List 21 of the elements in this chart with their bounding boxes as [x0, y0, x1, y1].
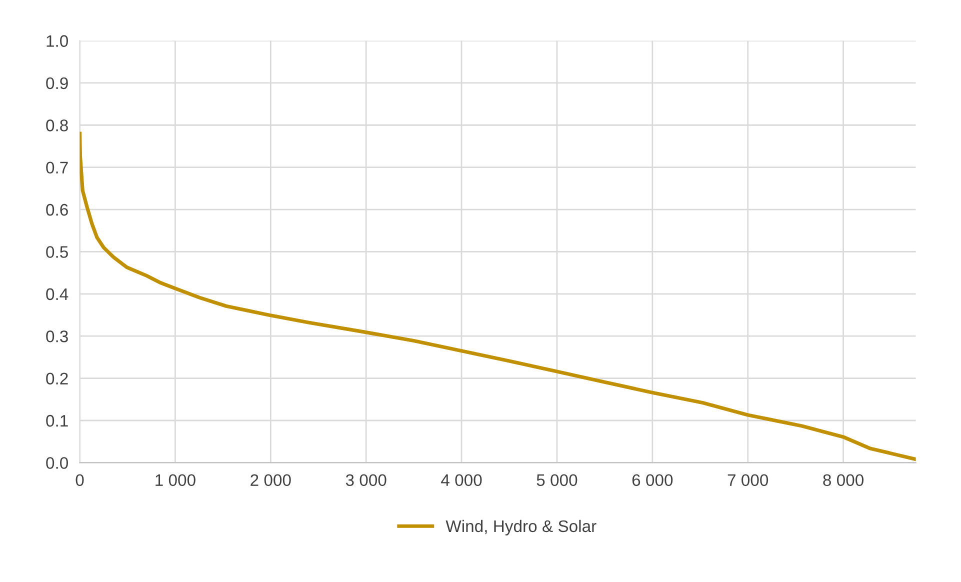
x-tick-label: 4 000 — [441, 474, 482, 486]
x-tick-label: 7 000 — [728, 474, 768, 486]
y-tick-label: 0.6 — [46, 204, 68, 216]
y-tick-label: 0.3 — [46, 330, 68, 342]
x-tick-label: 5 000 — [536, 474, 578, 486]
y-tick-label: 0.4 — [46, 288, 68, 300]
y-tick-label: 0.2 — [46, 372, 68, 385]
x-tick-label: 2 000 — [250, 474, 291, 486]
legend-label: Wind, Hydro & Solar — [446, 520, 596, 536]
y-tick-label: 0.5 — [46, 246, 68, 258]
x-tick-label: 1 000 — [156, 474, 196, 486]
y-tick-label: 0.8 — [46, 120, 68, 132]
y-tick-label: 0.1 — [46, 414, 68, 427]
y-tick-label: 0.9 — [46, 77, 68, 90]
x-tick-label: 3 000 — [346, 474, 386, 486]
x-tick-label: 6 000 — [632, 474, 673, 486]
x-tick-label: 8 000 — [823, 474, 864, 486]
x-tick-label: 0 — [76, 474, 84, 486]
y-tick-label: 0.0 — [46, 457, 68, 469]
y-tick-label: 1.0 — [46, 35, 68, 47]
y-tick-label: 0.7 — [46, 162, 68, 174]
